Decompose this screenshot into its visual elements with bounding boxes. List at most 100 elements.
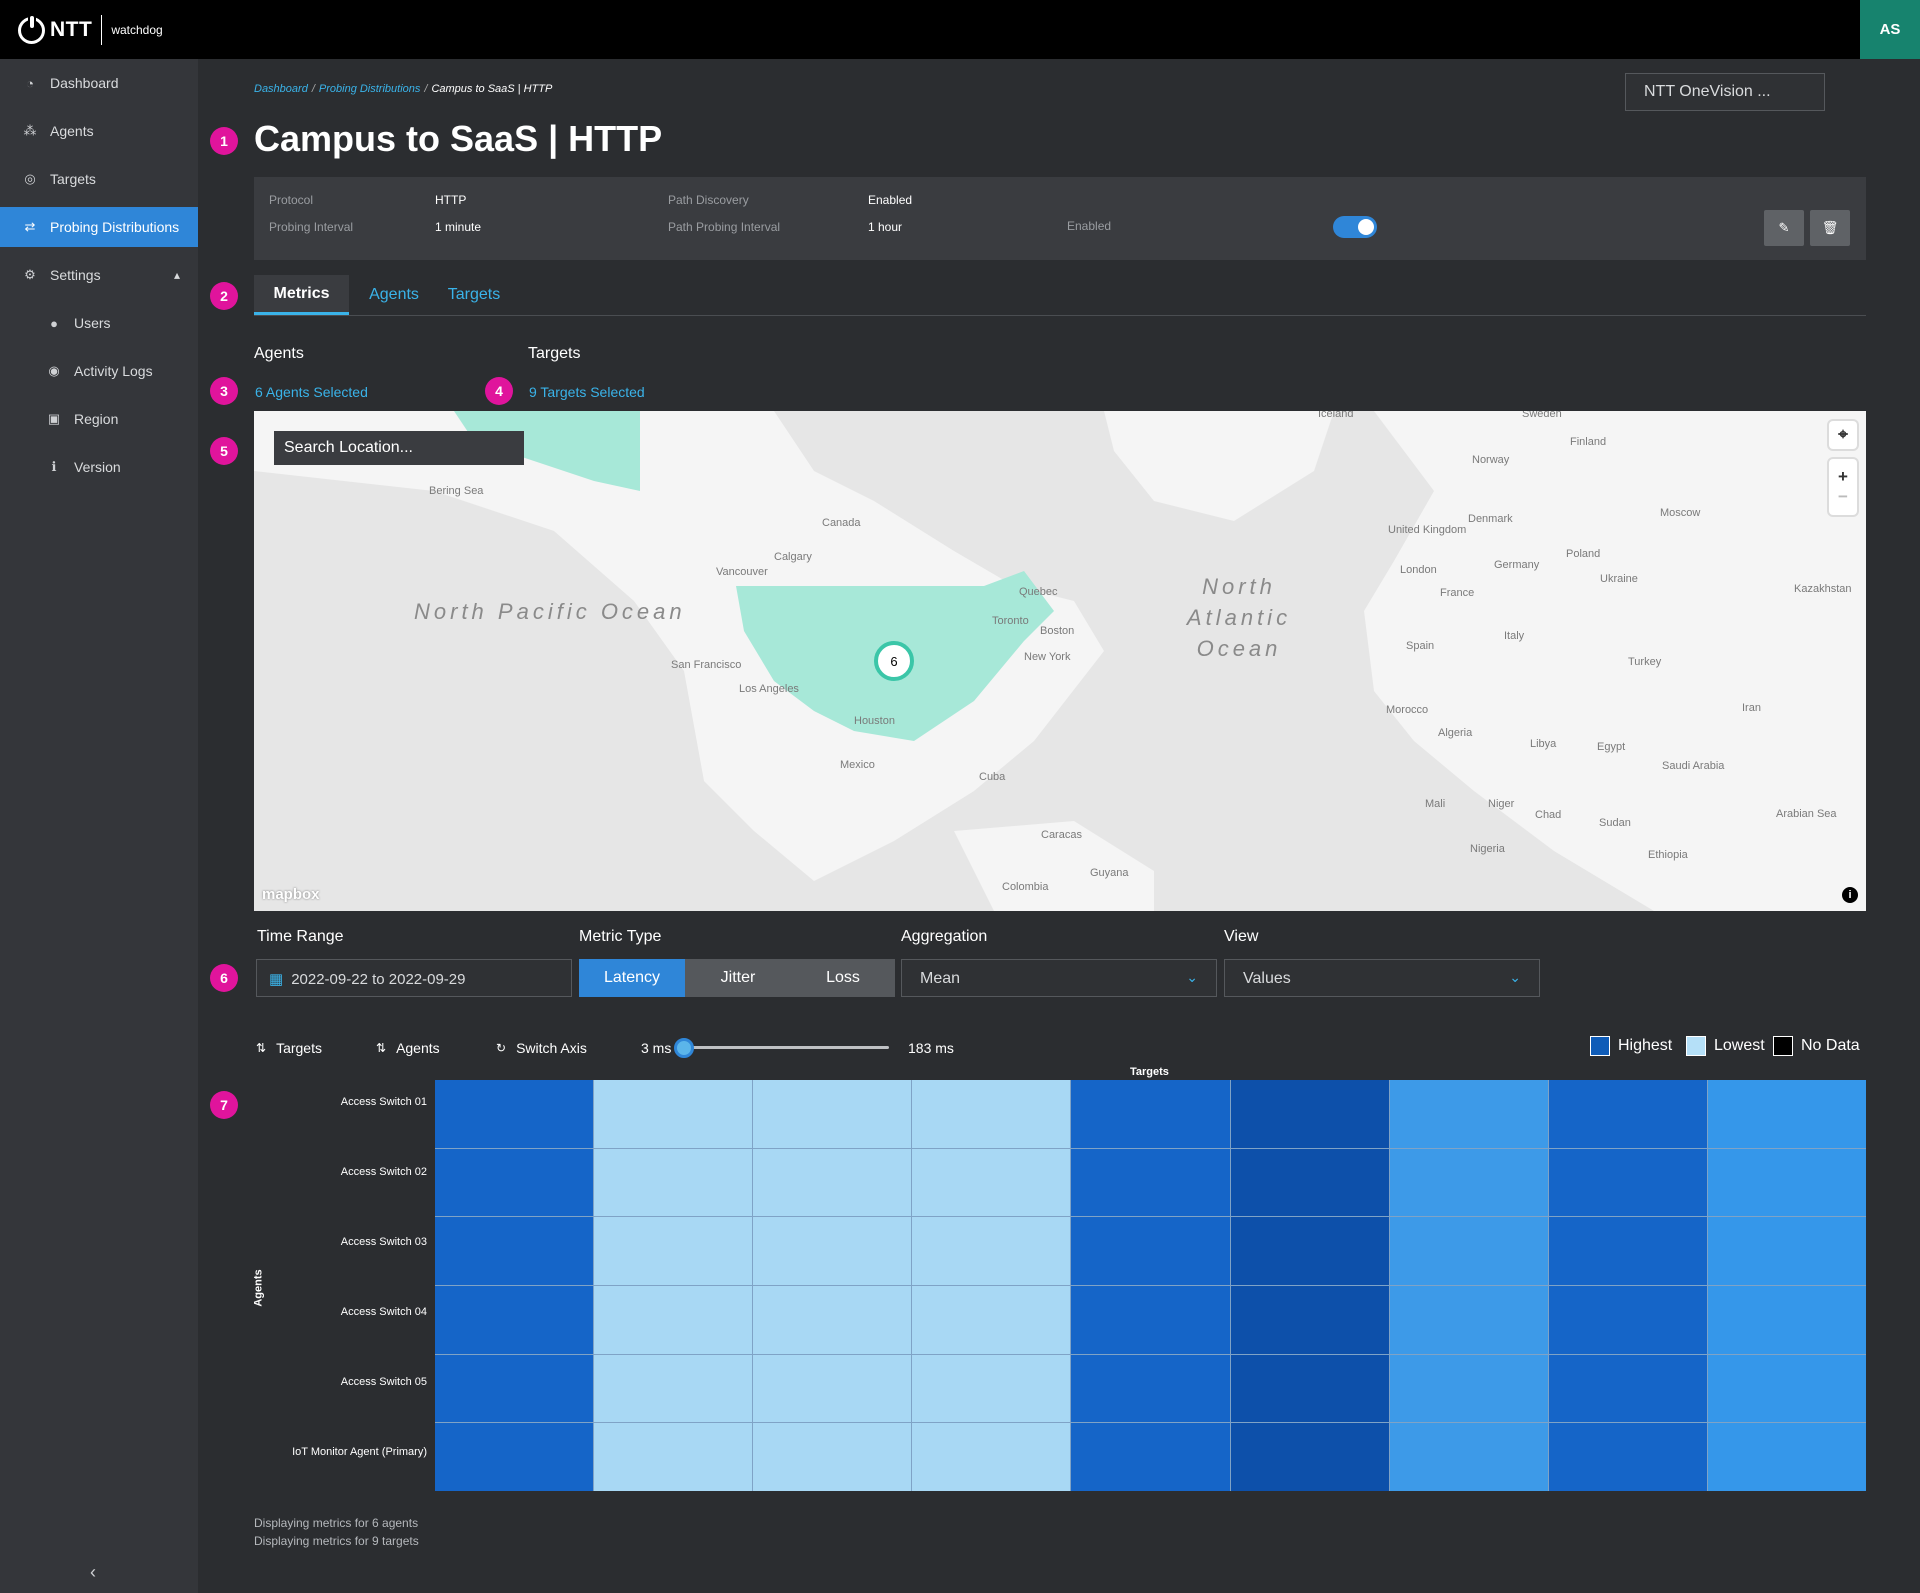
breadcrumb-probing-distributions[interactable]: Probing Distributions [318,83,421,95]
sidebar-item-dashboard[interactable]: ◔ Dashboard [0,63,198,103]
agent-cluster-marker[interactable]: 6 [874,641,914,681]
sort-agents-button[interactable]: ⇅ Agents [376,1040,440,1056]
heatmap-cell[interactable] [1071,1217,1230,1285]
sidebar-item-agents[interactable]: ⁂ Agents [0,111,198,151]
heatmap-cell[interactable] [1230,1080,1389,1148]
heatmap-cell[interactable] [435,1423,594,1491]
sidebar-item-activity-logs[interactable]: ◉ Activity Logs [0,351,198,391]
heatmap-cell[interactable] [594,1423,753,1491]
metric-loss-button[interactable]: Loss [791,959,895,997]
heatmap-cell[interactable] [912,1354,1071,1423]
heatmap-cell[interactable] [1548,1354,1707,1423]
sidebar-item-region[interactable]: ▣ Region [0,399,198,439]
heatmap-cell[interactable] [912,1217,1071,1285]
annotation-marker: 1 [210,127,238,155]
heatmap-cell[interactable] [1230,1423,1389,1491]
heatmap-cell[interactable] [1707,1285,1866,1354]
metric-jitter-button[interactable]: Jitter [685,959,791,997]
heatmap-cell[interactable] [753,1080,912,1148]
zoom-out-button[interactable]: − [1838,487,1848,506]
time-range-input[interactable]: ▦ 2022-09-22 to 2022-09-29 [256,959,572,997]
range-slider-track[interactable] [684,1046,889,1049]
heatmap-cell[interactable] [1071,1354,1230,1423]
heatmap-cell[interactable] [435,1285,594,1354]
heatmap-cell[interactable] [435,1148,594,1217]
heatmap-cell[interactable] [1389,1148,1548,1217]
heatmap-cell[interactable] [594,1148,753,1217]
heatmap-cell[interactable] [1071,1423,1230,1491]
heatmap-cell[interactable] [1548,1080,1707,1148]
heatmap-cell[interactable] [1707,1148,1866,1217]
heatmap-cell[interactable] [912,1285,1071,1354]
sidebar-item-probing-distributions[interactable]: ⇄ Probing Distributions [0,207,198,247]
heatmap-cell[interactable] [753,1354,912,1423]
tab-agents[interactable]: Agents [369,286,419,303]
geolocate-button[interactable]: ⌖ [1829,421,1857,449]
map-place-label: Iceland [1318,411,1354,420]
edit-button[interactable]: ✎ [1764,210,1804,246]
heatmap-cell[interactable] [1389,1080,1548,1148]
ntt-logo[interactable]: NTT watchdog [18,14,163,46]
delete-button[interactable]: 🗑 [1810,210,1850,246]
view-select[interactable]: Values ⌄ [1224,959,1540,997]
heatmap-cell[interactable] [1389,1285,1548,1354]
breadcrumb-dashboard[interactable]: Dashboard [254,83,308,95]
organization-selector[interactable]: NTT OneVision ... [1625,73,1825,111]
heatmap-cell[interactable] [1548,1423,1707,1491]
map-attribution-info-icon[interactable]: i [1842,887,1858,903]
tab-targets[interactable]: Targets [447,286,501,303]
sidebar-item-users[interactable]: ● Users [0,303,198,343]
heatmap-cell[interactable] [1548,1285,1707,1354]
aggregation-select[interactable]: Mean ⌄ [901,959,1217,997]
heatmap-cell[interactable] [912,1423,1071,1491]
heatmap-cell[interactable] [594,1080,753,1148]
heatmap-cell[interactable] [1071,1148,1230,1217]
breadcrumb: Dashboard / Probing Distributions / Campus t… [254,83,552,95]
heatmap-cell[interactable] [594,1354,753,1423]
targets-selected-link[interactable]: 9 Targets Selected [529,384,645,400]
heatmap-cell[interactable] [1707,1354,1866,1423]
heatmap-cell[interactable] [1707,1080,1866,1148]
trash-icon: 🗑 [1821,220,1839,235]
tab-metrics[interactable]: Metrics [254,275,349,315]
heatmap-cell[interactable] [1707,1423,1866,1491]
collapse-sidebar-icon[interactable]: ‹ [90,1562,96,1582]
sidebar-item-version[interactable]: ℹ Version [0,447,198,487]
heatmap-cell[interactable] [1071,1285,1230,1354]
heatmap-cell[interactable] [1230,1285,1389,1354]
heatmap-cell[interactable] [594,1217,753,1285]
targets-icon: ◎ [24,171,36,186]
map[interactable]: North Pacific Ocean North Atlantic Ocean… [254,411,1866,911]
heatmap-cell[interactable] [753,1148,912,1217]
heatmap-cell[interactable] [912,1148,1071,1217]
heatmap-cell[interactable] [1389,1423,1548,1491]
heatmap-cell[interactable] [435,1217,594,1285]
heatmap-cell[interactable] [1707,1217,1866,1285]
sort-targets-button[interactable]: ⇅ Targets [256,1040,322,1056]
map-search-input[interactable]: Search Location... [274,431,524,465]
agents-selected-link[interactable]: 6 Agents Selected [255,384,368,400]
heatmap-cell[interactable] [753,1423,912,1491]
heatmap-cell[interactable] [912,1080,1071,1148]
switch-axis-button[interactable]: ↻ Switch Axis [496,1040,587,1056]
sidebar-item-settings[interactable]: ⚙ Settings ▴ [0,255,198,295]
user-avatar[interactable]: AS [1860,0,1920,59]
sidebar-item-targets[interactable]: ◎ Targets [0,159,198,199]
heatmap-cell[interactable] [1389,1217,1548,1285]
heatmap-cell[interactable] [435,1080,594,1148]
heatmap-cell[interactable] [435,1354,594,1423]
heatmap-cell[interactable] [1071,1080,1230,1148]
zoom-in-button[interactable]: + [1838,467,1848,486]
heatmap-cell[interactable] [1230,1217,1389,1285]
heatmap-cell[interactable] [753,1285,912,1354]
enabled-toggle[interactable] [1333,216,1377,238]
heatmap-cell[interactable] [753,1217,912,1285]
metric-latency-button[interactable]: Latency [579,959,685,997]
heatmap-cell[interactable] [1389,1354,1548,1423]
heatmap-cell[interactable] [1230,1148,1389,1217]
heatmap-cell[interactable] [594,1285,753,1354]
heatmap-cell[interactable] [1230,1354,1389,1423]
heatmap-cell[interactable] [1548,1217,1707,1285]
range-slider-handle[interactable] [674,1038,694,1058]
heatmap-cell[interactable] [1548,1148,1707,1217]
